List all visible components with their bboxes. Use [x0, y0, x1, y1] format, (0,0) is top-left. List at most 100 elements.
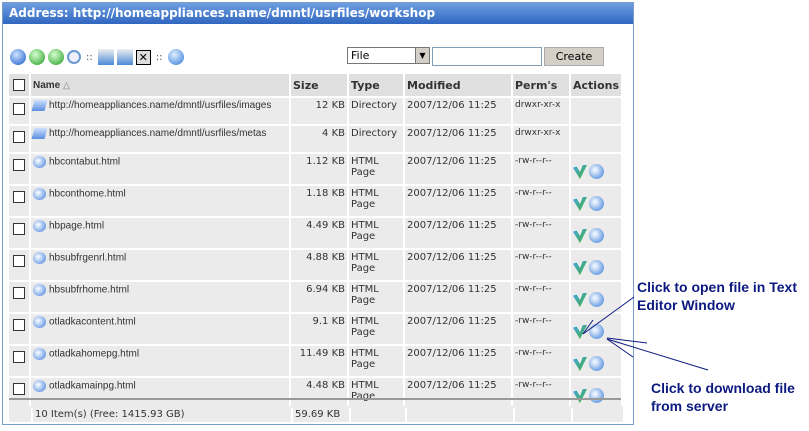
select-all-cell — [9, 74, 29, 96]
select-cell — [9, 250, 29, 280]
table-row: hbconthome.html 1.18 KB HTML Page 2007/1… — [9, 186, 621, 216]
divider — [9, 398, 621, 400]
select-cell — [9, 98, 29, 124]
perms-cell[interactable]: -rw-r--r-- — [513, 250, 569, 280]
select-cell — [9, 346, 29, 376]
file-name-link[interactable]: otladkamainpg.html — [49, 380, 136, 392]
type-cell: HTML Page — [349, 218, 403, 248]
file-name-link[interactable]: otladkahomepg.html — [49, 348, 140, 360]
footer-total-size: 59.69 KB — [293, 406, 349, 422]
refresh-icon[interactable] — [48, 49, 64, 65]
home-icon[interactable] — [10, 49, 26, 65]
file-name-link[interactable]: hbpage.html — [49, 220, 105, 232]
html-file-icon — [33, 156, 46, 168]
column-name-label: Name — [33, 79, 61, 91]
html-file-icon — [33, 284, 46, 296]
row-checkbox[interactable] — [13, 223, 25, 235]
size-cell: 11.49 KB — [291, 346, 347, 376]
size-cell: 12 KB — [291, 98, 347, 124]
perms-cell[interactable]: drwxr-xr-x — [513, 98, 569, 124]
file-name-link[interactable]: http://homeappliances.name/dmntl/usrfile… — [49, 100, 272, 112]
column-size[interactable]: Size — [291, 74, 347, 96]
download-icon[interactable] — [589, 292, 604, 307]
name-cell: http://homeappliances.name/dmntl/usrfile… — [31, 126, 289, 152]
column-type[interactable]: Type — [349, 74, 403, 96]
modified-cell: 2007/12/06 11:25 — [405, 98, 511, 124]
name-cell: hbsubfrhome.html — [31, 282, 289, 312]
file-name-link[interactable]: hbsubfrhome.html — [49, 284, 130, 296]
download-icon[interactable] — [589, 324, 604, 339]
perms-cell[interactable]: -rw-r--r-- — [513, 218, 569, 248]
create-button[interactable]: Create — [544, 47, 604, 66]
file-manager-panel: Address: http://homeappliances.name/dmnt… — [2, 2, 634, 425]
perms-cell[interactable]: -rw-r--r-- — [513, 282, 569, 312]
file-name-link[interactable]: hbsubfrgenrl.html — [49, 252, 127, 264]
size-cell: 6.94 KB — [291, 282, 347, 312]
download-icon[interactable] — [589, 196, 604, 211]
column-modified[interactable]: Modified — [405, 74, 511, 96]
footer-blank — [407, 406, 513, 422]
row-checkbox[interactable] — [13, 191, 25, 203]
select-cell — [9, 126, 29, 152]
select-cell — [9, 186, 29, 216]
search-icon[interactable] — [67, 50, 81, 64]
column-perms[interactable]: Perm's — [513, 74, 569, 96]
row-checkbox[interactable] — [13, 159, 25, 171]
perms-cell[interactable]: -rw-r--r-- — [513, 378, 569, 408]
size-cell: 1.12 KB — [291, 154, 347, 184]
delete-icon[interactable]: ✕ — [135, 49, 151, 65]
table-row: otladkacontent.html 9.1 KB HTML Page 200… — [9, 314, 621, 344]
size-cell: 4 KB — [291, 126, 347, 152]
footer-spacer — [9, 406, 31, 422]
chevron-down-icon[interactable]: ▼ — [415, 48, 429, 63]
row-checkbox[interactable] — [13, 255, 25, 267]
new-name-input[interactable] — [432, 47, 542, 66]
row-checkbox[interactable] — [13, 351, 25, 363]
perms-cell[interactable]: drwxr-xr-x — [513, 126, 569, 152]
type-select[interactable]: File ▼ — [347, 47, 430, 64]
move-icon[interactable] — [116, 49, 133, 65]
html-file-icon — [33, 316, 46, 328]
download-icon[interactable] — [589, 228, 604, 243]
up-icon[interactable] — [29, 49, 45, 65]
type-cell: HTML Page — [349, 282, 403, 312]
select-all-checkbox[interactable] — [13, 79, 25, 91]
row-checkbox[interactable] — [13, 383, 25, 395]
perms-cell[interactable]: -rw-r--r-- — [513, 186, 569, 216]
modified-cell: 2007/12/06 11:25 — [405, 154, 511, 184]
type-select-value: File — [351, 49, 370, 62]
file-name-link[interactable]: hbconthome.html — [49, 188, 126, 200]
upload-icon[interactable] — [167, 49, 184, 65]
modified-cell: 2007/12/06 11:25 — [405, 186, 511, 216]
modified-cell: 2007/12/06 11:25 — [405, 282, 511, 312]
row-checkbox[interactable] — [13, 287, 25, 299]
footer-item-count: 10 Item(s) (Free: 1415.93 GB) — [33, 406, 291, 422]
download-arrow — [606, 337, 648, 344]
edit-arrow — [582, 296, 635, 335]
perms-cell[interactable]: -rw-r--r-- — [513, 314, 569, 344]
modified-cell: 2007/12/06 11:25 — [405, 250, 511, 280]
edit-arrow-head — [582, 319, 594, 335]
select-cell — [9, 378, 29, 408]
copy-icon[interactable] — [97, 49, 114, 65]
row-checkbox[interactable] — [13, 103, 25, 115]
row-checkbox[interactable] — [13, 319, 25, 331]
download-icon[interactable] — [589, 260, 604, 275]
column-name[interactable]: Name △ — [31, 74, 289, 96]
file-name-link[interactable]: http://homeappliances.name/dmntl/usrfile… — [49, 128, 267, 140]
download-icon[interactable] — [589, 356, 604, 371]
separator: :: — [155, 51, 163, 63]
type-cell: HTML Page — [349, 154, 403, 184]
modified-cell: 2007/12/06 11:25 — [405, 314, 511, 344]
file-name-link[interactable]: hbcontabut.html — [49, 156, 121, 168]
perms-cell[interactable]: -rw-r--r-- — [513, 154, 569, 184]
download-icon[interactable] — [589, 164, 604, 179]
size-cell: 9.1 KB — [291, 314, 347, 344]
header-row: Name △ Size Type Modified Perm's Actions — [9, 74, 621, 96]
table-row: hbpage.html 4.49 KB HTML Page 2007/12/06… — [9, 218, 621, 248]
file-name-link[interactable]: otladkacontent.html — [49, 316, 136, 328]
perms-cell[interactable]: -rw-r--r-- — [513, 346, 569, 376]
modified-cell: 2007/12/06 11:25 — [405, 378, 511, 408]
type-cell: HTML Page — [349, 346, 403, 376]
row-checkbox[interactable] — [13, 131, 25, 143]
